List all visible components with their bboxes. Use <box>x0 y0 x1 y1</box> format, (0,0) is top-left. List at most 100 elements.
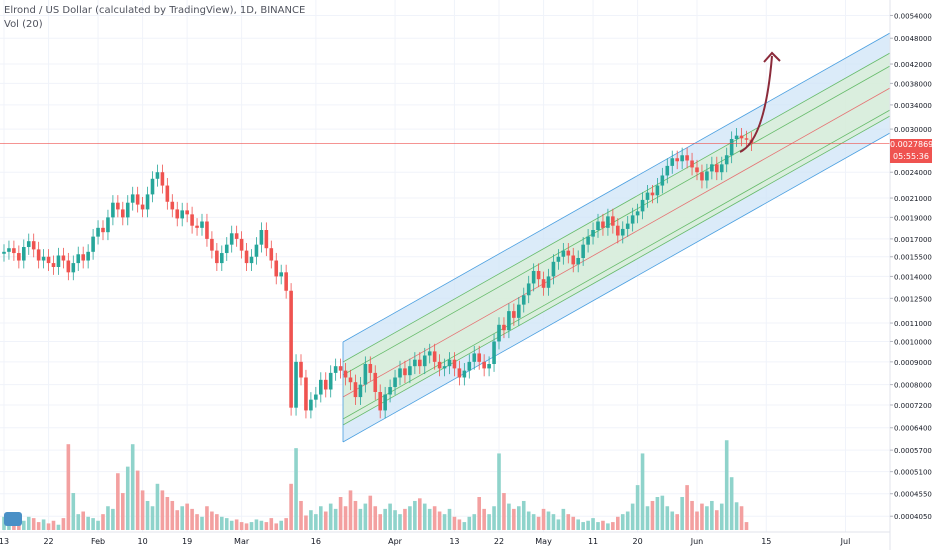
volume-bar <box>353 500 358 530</box>
volume-bar <box>145 500 150 530</box>
candle-body <box>492 341 496 364</box>
channel-line <box>342 65 891 376</box>
candle-body <box>531 270 536 284</box>
volume-bar <box>462 522 467 530</box>
candle-body <box>462 370 467 378</box>
volume-bar <box>591 518 595 530</box>
volume-bar <box>195 514 199 530</box>
candle-body <box>596 221 600 230</box>
volume-bar <box>665 506 670 530</box>
candle-body <box>289 290 293 408</box>
volume-bar <box>125 466 130 530</box>
candle-body <box>398 368 402 378</box>
volume-bar <box>606 523 610 530</box>
candle-body <box>76 254 81 264</box>
volume-bar <box>645 506 650 530</box>
candle-body <box>239 238 244 251</box>
volume-bar <box>729 477 734 530</box>
candle-body <box>576 257 580 265</box>
volume-bar <box>368 495 373 530</box>
volume-bar <box>541 508 546 530</box>
volume-bar <box>328 503 333 530</box>
candle-body <box>586 236 590 245</box>
candle-body <box>467 361 472 371</box>
candle-body <box>36 249 41 261</box>
candle-body <box>447 359 452 367</box>
volume-bar <box>576 519 580 530</box>
candle-body <box>383 394 387 411</box>
volume-bar <box>234 519 239 530</box>
channel-line <box>342 109 891 420</box>
volume-bar <box>155 483 160 530</box>
candle-body <box>630 215 635 224</box>
volume-bar <box>744 522 749 530</box>
time-tick-label: Mar <box>234 537 250 546</box>
candle-body <box>304 377 308 411</box>
candle-body <box>12 248 16 254</box>
volume-bar <box>150 506 155 530</box>
candle-body <box>160 172 165 186</box>
candle-body <box>319 379 323 395</box>
candle-body <box>284 272 288 291</box>
candle-body <box>635 211 640 216</box>
candle-body <box>259 229 264 245</box>
time-tick-label: Feb <box>91 537 105 546</box>
volume-bar <box>294 448 298 530</box>
tradingview-logo-icon[interactable] <box>4 512 22 526</box>
volume-bar <box>512 508 516 530</box>
volume-bar <box>279 520 283 530</box>
candle-body <box>517 304 521 318</box>
price-tick-label: 0.00040500 <box>894 513 932 521</box>
volume-bar <box>616 516 620 530</box>
volume-bar <box>51 520 56 530</box>
time-tick-label: 22 <box>494 537 504 546</box>
volume-bar <box>46 523 51 530</box>
channel-line <box>342 115 891 426</box>
volume-bar <box>477 497 481 530</box>
candle-body <box>96 227 100 237</box>
time-tick-label: 19 <box>182 537 192 546</box>
candle-body <box>56 255 61 267</box>
volume-bar <box>71 493 76 530</box>
candle-body <box>121 209 125 218</box>
candle-body <box>22 247 26 261</box>
volume-bar <box>418 498 422 530</box>
candle-body <box>700 172 704 181</box>
symbol-title[interactable]: Elrond / US Dollar (calculated by Tradin… <box>4 5 306 16</box>
volume-bar <box>254 519 259 530</box>
volume-bar <box>348 490 353 530</box>
volume-bar <box>502 493 506 530</box>
candle-body <box>333 366 338 373</box>
arrow-head-icon <box>763 51 781 63</box>
candle-body <box>314 394 318 400</box>
volume-indicator-label[interactable]: Vol (20) <box>4 19 43 30</box>
volume-bar <box>378 514 382 530</box>
candle-body <box>155 172 160 179</box>
volume-bar <box>655 497 660 530</box>
candle-body <box>388 387 392 395</box>
time-tick-label: 20 <box>633 537 643 546</box>
time-tick-label: 13 <box>0 537 9 546</box>
volume-bar <box>224 518 229 530</box>
candle-body <box>680 155 684 162</box>
volume-bar <box>31 518 36 530</box>
candle-body <box>200 221 204 228</box>
volume-bar <box>492 506 496 530</box>
volume-bar <box>239 522 244 530</box>
volume-bar <box>660 495 665 530</box>
candle-body <box>502 324 506 331</box>
candle-body <box>353 382 358 398</box>
volume-bar <box>625 511 630 530</box>
volume-bar <box>739 506 744 530</box>
